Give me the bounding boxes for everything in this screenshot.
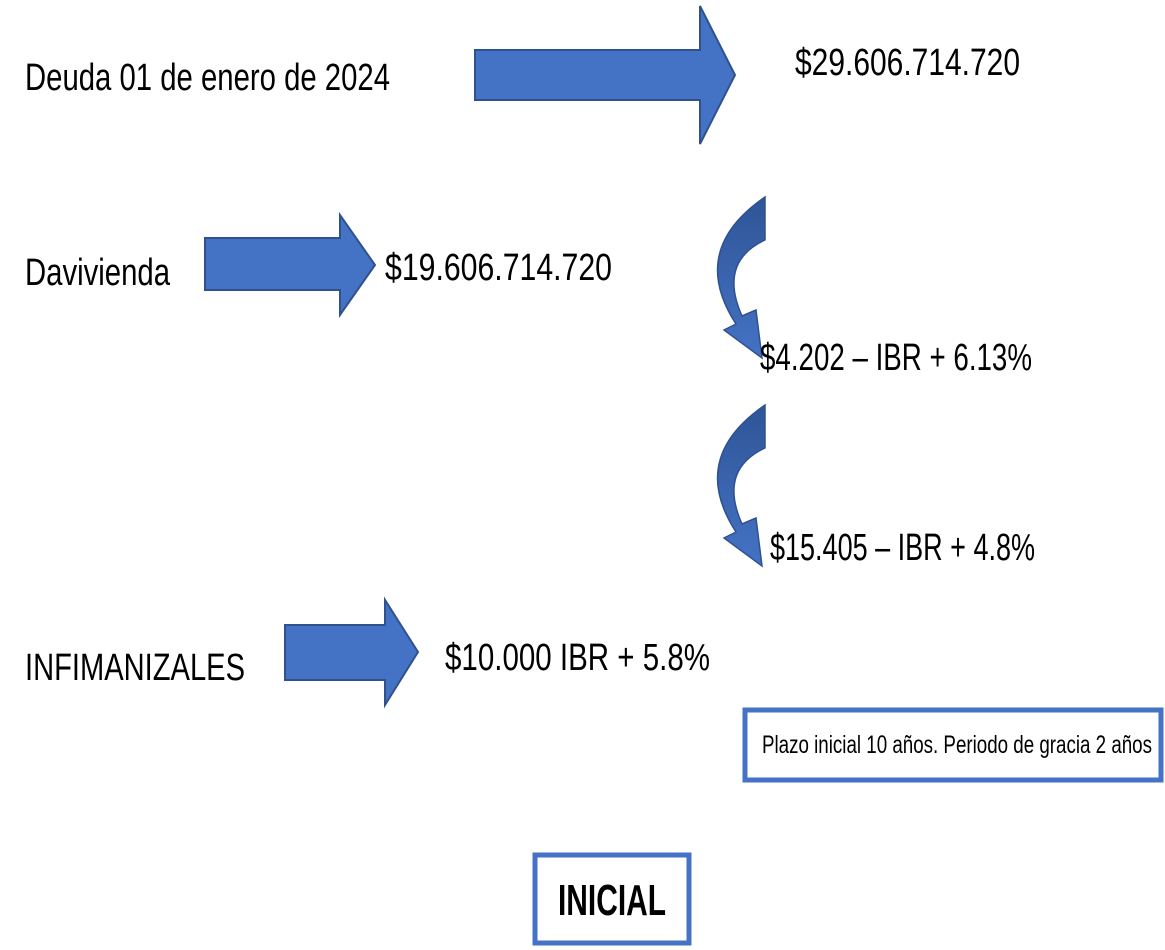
debt-label: Deuda 01 de enero de 2024 bbox=[25, 57, 390, 99]
arrow bbox=[284, 596, 420, 709]
button-label[interactable]: INICIAL bbox=[558, 876, 666, 925]
note-box bbox=[742, 707, 1164, 783]
tranche: $15.405 – IBR + 4.8% bbox=[770, 527, 1035, 569]
arrow bbox=[204, 211, 377, 319]
bank-amount: $10.000 IBR + 5.8% bbox=[445, 637, 710, 679]
note: Plazo inicial 10 años. Periodo de gracia… bbox=[762, 731, 1152, 759]
curved-arrow bbox=[716, 403, 766, 568]
curved-arrow bbox=[716, 195, 766, 360]
arrow bbox=[474, 5, 737, 145]
bank-name: INFIMANIZALES bbox=[25, 647, 245, 689]
tranche: $4.202 – IBR + 6.13% bbox=[760, 337, 1032, 379]
bank-name: Davivienda bbox=[25, 252, 171, 294]
button-box[interactable] bbox=[532, 852, 692, 946]
bank-amount: $19.606.714.720 bbox=[385, 247, 612, 289]
debt-amount: $29.606.714.720 bbox=[795, 42, 1020, 84]
